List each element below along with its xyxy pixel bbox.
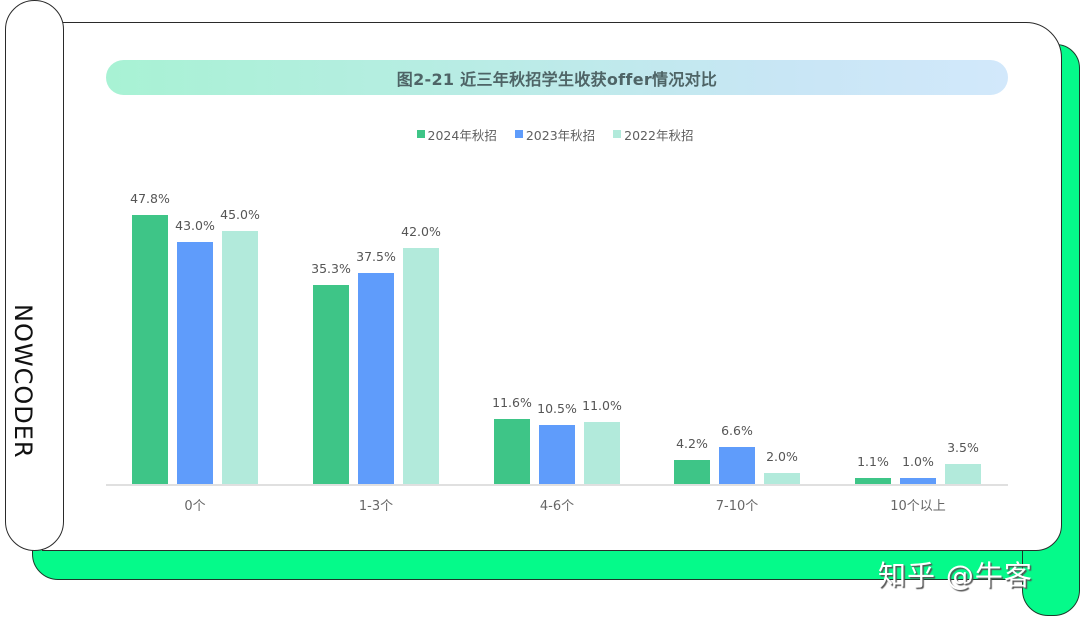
bar xyxy=(358,272,394,484)
legend-item-2023: 2023年秋招 xyxy=(514,125,596,143)
bar xyxy=(403,247,439,484)
bar xyxy=(945,464,981,484)
legend-item-2024: 2024年秋招 xyxy=(416,125,497,143)
bar-value-label: 1.1% xyxy=(857,453,889,469)
bar xyxy=(900,478,936,484)
bar xyxy=(313,285,349,484)
bar xyxy=(674,460,710,484)
chart-legend: 2024年秋招 2023年秋招 2022年秋招 xyxy=(0,125,1080,143)
bar xyxy=(177,241,213,484)
bar-value-label: 35.3% xyxy=(311,261,351,277)
bar-value-label: 2.0% xyxy=(766,448,798,464)
bar xyxy=(584,422,620,484)
bar-value-label: 10.5% xyxy=(537,400,577,416)
bar xyxy=(222,230,258,484)
x-axis-category-label: 10个以上 xyxy=(890,499,946,514)
legend-swatch-2024 xyxy=(416,130,425,138)
bar-value-label: 42.0% xyxy=(401,223,441,239)
bar-value-label: 4.2% xyxy=(676,436,708,452)
x-axis-line xyxy=(106,484,1008,486)
legend-swatch-2022 xyxy=(613,130,622,138)
bar xyxy=(719,446,755,484)
watermark: 知乎 @牛客 xyxy=(878,559,1033,592)
brand-vertical-text: NOWCODER xyxy=(9,304,37,459)
bar xyxy=(764,472,800,484)
bar-value-label: 11.0% xyxy=(582,398,622,414)
chart-title: 图2-21 近三年秋招学生收获offer情况对比 xyxy=(396,69,718,89)
x-axis-category-label: 4-6个 xyxy=(539,499,575,514)
bar-value-label: 6.6% xyxy=(721,422,753,438)
bar-value-label: 47.8% xyxy=(130,190,170,206)
legend-swatch-2023 xyxy=(514,130,523,138)
bar-value-label: 45.0% xyxy=(220,206,260,222)
bar xyxy=(855,477,891,484)
bar-value-label: 37.5% xyxy=(356,248,396,264)
brand-side-pill: NOWCODER xyxy=(5,0,64,551)
legend-label-2024: 2024年秋招 xyxy=(427,127,497,143)
chart-title-bar: 图2-21 近三年秋招学生收获offer情况对比 xyxy=(106,60,1008,95)
bar-value-label: 1.0% xyxy=(902,454,934,470)
legend-label-2022: 2022年秋招 xyxy=(624,127,694,143)
legend-label-2023: 2023年秋招 xyxy=(525,127,596,143)
x-axis-category-label: 0个 xyxy=(184,499,206,514)
bar xyxy=(494,418,530,484)
x-axis-category-label: 7-10个 xyxy=(715,499,759,514)
bar-value-label: 3.5% xyxy=(947,440,979,456)
x-axis-category-label: 1-3个 xyxy=(358,499,394,514)
bar-value-label: 43.0% xyxy=(175,217,215,233)
bar-value-label: 11.6% xyxy=(492,394,532,410)
bar xyxy=(539,424,575,484)
bar xyxy=(132,214,168,484)
legend-item-2022: 2022年秋招 xyxy=(613,125,693,143)
